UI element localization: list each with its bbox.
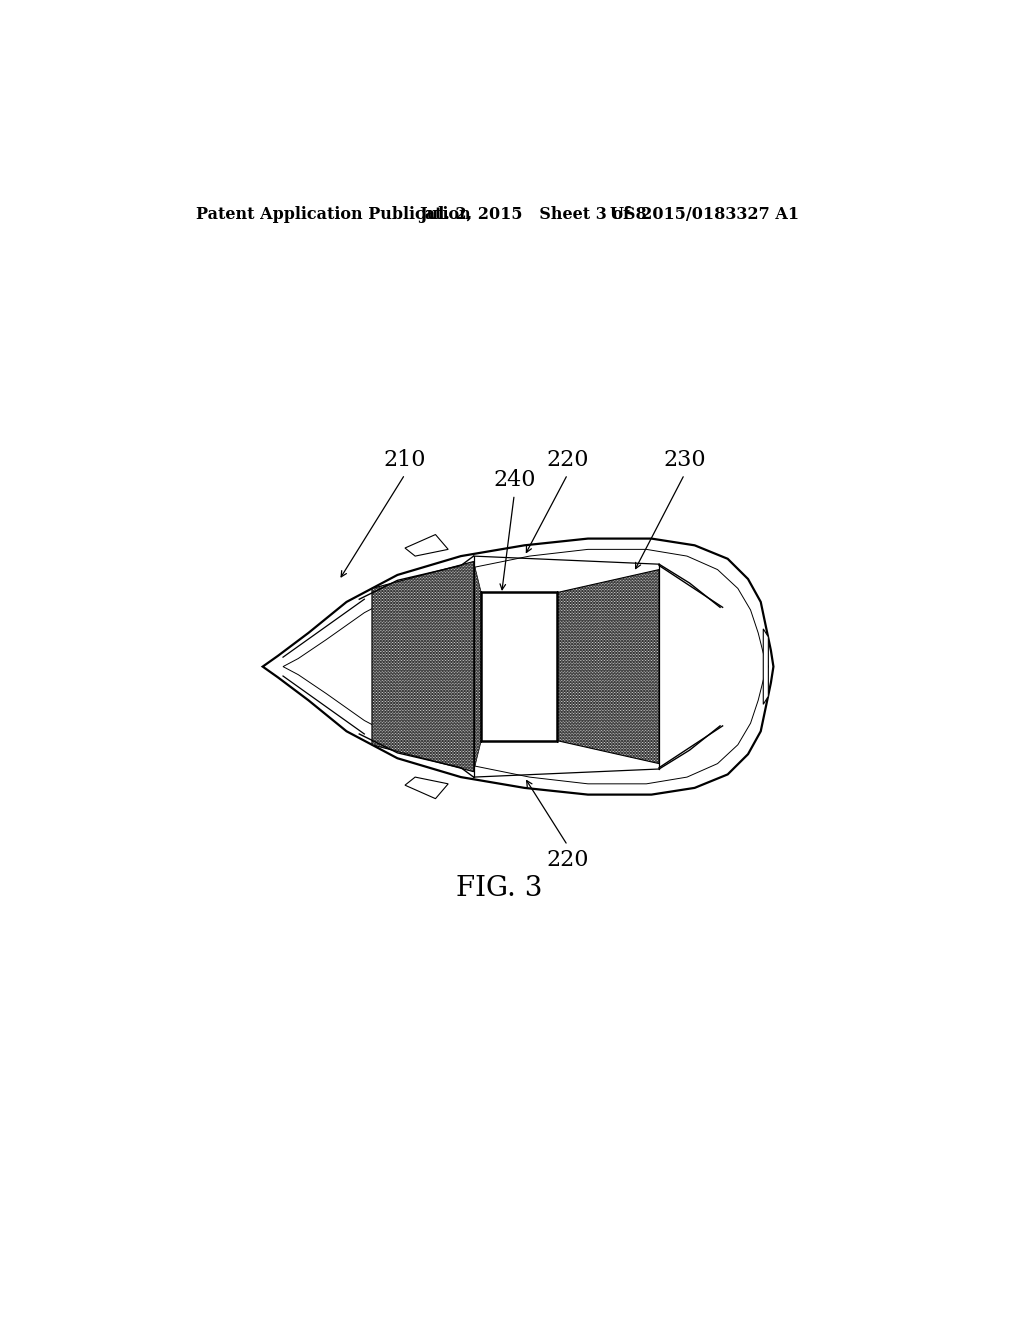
Text: 240: 240 — [493, 470, 536, 491]
Polygon shape — [263, 539, 773, 795]
Text: US 2015/0183327 A1: US 2015/0183327 A1 — [609, 206, 799, 223]
Polygon shape — [404, 777, 449, 799]
Polygon shape — [404, 535, 449, 556]
Text: Patent Application Publication: Patent Application Publication — [196, 206, 471, 223]
Polygon shape — [481, 593, 557, 741]
Polygon shape — [473, 561, 481, 772]
Text: 230: 230 — [664, 449, 706, 471]
Text: 220: 220 — [547, 449, 589, 471]
Polygon shape — [557, 570, 659, 763]
Text: 210: 210 — [384, 449, 426, 471]
Text: 220: 220 — [547, 849, 589, 870]
Polygon shape — [763, 628, 768, 705]
Polygon shape — [372, 561, 473, 772]
Text: Jul. 2, 2015   Sheet 3 of 8: Jul. 2, 2015 Sheet 3 of 8 — [419, 206, 647, 223]
Text: FIG. 3: FIG. 3 — [456, 875, 542, 903]
